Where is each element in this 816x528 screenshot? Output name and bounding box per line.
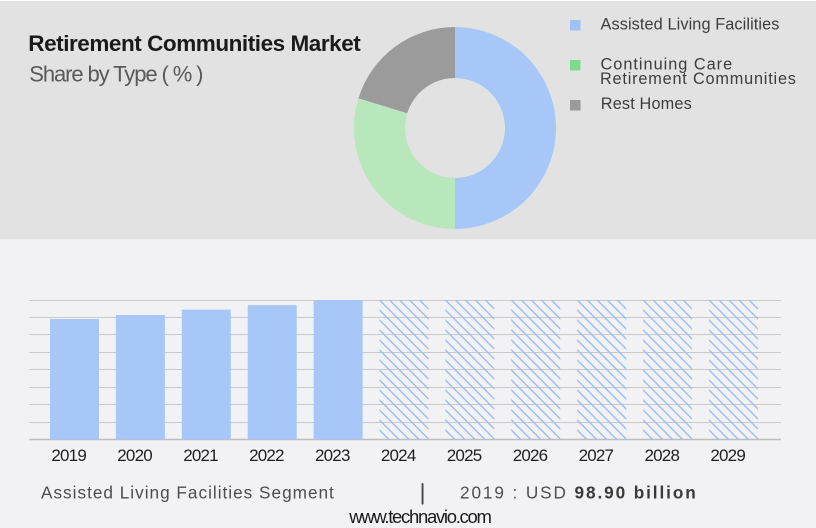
svg-text:Retirement Communities: Retirement Communities xyxy=(600,70,797,88)
svg-text:2021: 2021 xyxy=(183,446,218,465)
svg-text:Rest Homes: Rest Homes xyxy=(601,95,692,113)
svg-text:2024: 2024 xyxy=(381,446,416,465)
svg-text:2022: 2022 xyxy=(249,446,284,465)
svg-text:Share by Type ( % ): Share by Type ( % ) xyxy=(29,61,202,86)
svg-text:2020: 2020 xyxy=(117,446,152,465)
svg-text:Assisted Living Facilities Seg: Assisted Living Facilities Segment xyxy=(41,482,335,502)
svg-text:Retirement Communities Market: Retirement Communities Market xyxy=(28,31,361,56)
svg-text:2027: 2027 xyxy=(579,446,614,465)
svg-text:2028: 2028 xyxy=(644,446,679,465)
svg-text:2019: 2019 xyxy=(51,446,86,465)
svg-text:www.technavio.com: www.technavio.com xyxy=(348,506,491,527)
svg-text:2019 : USD 98.90 billion: 2019 : USD 98.90 billion xyxy=(460,482,698,502)
svg-text:2029: 2029 xyxy=(710,446,745,465)
svg-text:2026: 2026 xyxy=(513,446,548,465)
svg-text:2023: 2023 xyxy=(315,446,350,465)
svg-text:Assisted Living Facilities: Assisted Living Facilities xyxy=(601,16,780,34)
svg-text:Continuing Care: Continuing Care xyxy=(601,56,734,74)
svg-text:2025: 2025 xyxy=(447,446,482,465)
